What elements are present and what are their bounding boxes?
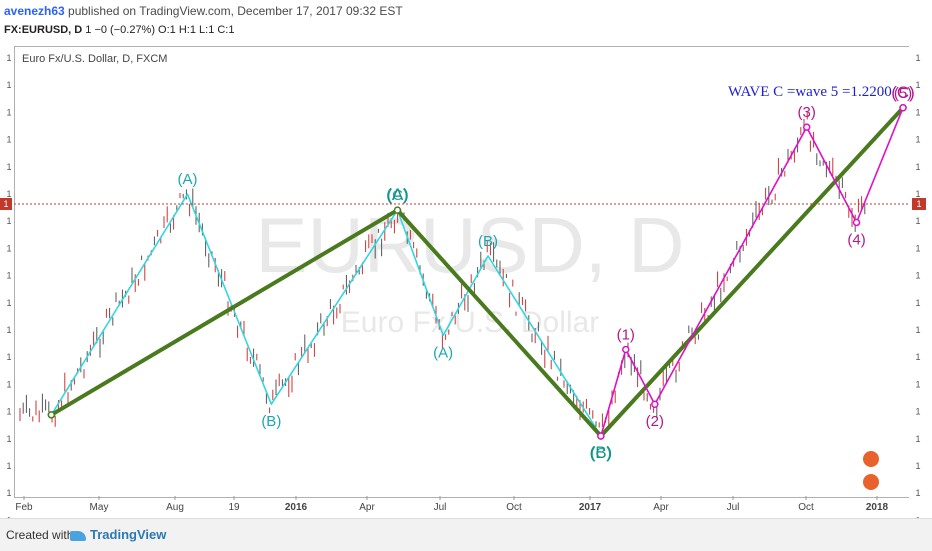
wave-annotation: WAVE C =wave 5 =1.2200 <box>728 84 892 100</box>
intermediate-wave-label: (A) <box>433 344 453 361</box>
created-with-text: Created with <box>6 528 74 542</box>
primary-wave-point <box>393 206 402 214</box>
y-tick-label-left: 1 <box>6 407 11 417</box>
watermark-symbol: EURUSD, D <box>255 201 684 289</box>
watermark-name: Euro Fx/U.S. Dollar <box>341 306 599 339</box>
y-tick-label-left: 1 <box>6 515 11 518</box>
economic-event-icon <box>863 474 879 490</box>
economic-event-icon <box>863 451 879 467</box>
y-tick-label-right: 1 <box>915 379 920 389</box>
x-tick-label: 2017 <box>579 502 602 513</box>
y-tick-label-right: 1 <box>915 298 920 308</box>
y-tick-label-right: 1 <box>915 515 920 518</box>
intermediate-wave-label: (B) <box>261 413 281 430</box>
y-tick-label-right: 1 <box>915 461 920 471</box>
symbol-name[interactable]: FX:EURUSD, D <box>4 24 83 36</box>
price-badge-right-label: 1 <box>916 199 921 209</box>
x-tick-label: Aug <box>166 502 184 513</box>
intermediate-wave-label: (B) <box>478 233 498 250</box>
y-tick-label-left: 1 <box>6 434 11 444</box>
price-badge-right <box>912 198 926 210</box>
quote-values: 1 −0 (−0.27%) O:1 H:1 L:1 C:1 <box>82 24 235 36</box>
x-tick-label: Jul <box>727 502 740 513</box>
impulse-wave-point <box>899 104 907 112</box>
x-tick-label: May <box>90 502 109 513</box>
intermediate-wave-label: (C) <box>590 445 611 462</box>
price-badge-left <box>0 198 12 210</box>
impulse-wave-point <box>852 218 861 227</box>
x-tick-label: Apr <box>359 502 375 513</box>
y-tick-label-right: 1 <box>915 243 920 253</box>
y-tick-label-right: 1 <box>915 162 920 172</box>
x-tick-label: 19 <box>228 502 240 513</box>
y-tick-label-left: 1 <box>6 135 11 145</box>
y-tick-label-right: 1 <box>915 434 920 444</box>
y-tick-label-right: 1 <box>915 352 920 362</box>
impulse-wave-label: (1) <box>617 327 635 344</box>
author-link[interactable]: avenezh63 <box>4 4 65 18</box>
impulse-wave-label: (3) <box>798 104 816 121</box>
y-tick-label-left: 1 <box>6 107 11 117</box>
x-tick-label: 2018 <box>866 502 889 513</box>
publish-text: published on TradingView.com, December 1… <box>64 4 403 18</box>
y-tick-label-right: 1 <box>915 325 920 335</box>
impulse-wave-label: (5) <box>894 85 912 102</box>
primary-wave-line <box>50 106 905 438</box>
impulse-wave-label: (2) <box>646 413 664 430</box>
tradingview-logo[interactable]: TradingView <box>70 527 166 542</box>
y-tick-label-right: 1 <box>915 189 920 199</box>
impulse-wave-point <box>597 432 605 440</box>
tradingview-cloud-icon <box>70 530 86 541</box>
y-tick-label-left: 1 <box>6 80 11 90</box>
symbol-line: FX:EURUSD, D 1 −0 (−0.27%) O:1 H:1 L:1 C… <box>4 24 234 36</box>
y-tick-label-left: 1 <box>6 352 11 362</box>
primary-wave-label: (B) <box>590 443 613 462</box>
x-tick-label: 2016 <box>285 502 308 513</box>
y-tick-label-right: 1 <box>915 135 920 145</box>
x-tick-label: Apr <box>653 502 669 513</box>
x-tick-label: Feb <box>15 502 33 513</box>
y-tick-label-left: 1 <box>6 325 11 335</box>
intermediate-wave-label: (A) <box>177 171 197 188</box>
primary-wave-label: (C) <box>891 83 915 102</box>
y-tick-label-right: 1 <box>915 407 920 417</box>
y-tick-label-left: 1 <box>6 488 11 498</box>
tradingview-brand: TradingView <box>90 527 167 542</box>
y-tick-label-left: 1 <box>6 53 11 63</box>
x-tick-label: Oct <box>506 502 522 513</box>
y-tick-label-left: 1 <box>6 461 11 471</box>
impulse-wave-point <box>802 123 811 131</box>
chart-area[interactable] <box>14 46 909 498</box>
publish-info: avenezh63 published on TradingView.com, … <box>4 4 403 18</box>
impulse-wave-point <box>622 345 630 354</box>
price-badge-left-label: 1 <box>3 199 8 209</box>
chart-header: avenezh63 published on TradingView.com, … <box>0 0 932 44</box>
primary-wave-label: (A) <box>386 185 409 204</box>
y-tick-label-left: 1 <box>6 379 11 389</box>
impulse-wave-label: (4) <box>847 231 865 248</box>
y-tick-label-right: 1 <box>915 271 920 281</box>
y-tick-label-left: 1 <box>6 189 11 199</box>
primary-wave-point <box>47 411 56 419</box>
y-tick-label-right: 1 <box>915 216 920 226</box>
intermediate-wave-label: (C) <box>387 187 408 204</box>
y-tick-label-left: 1 <box>6 216 11 226</box>
y-tick-label-left: 1 <box>6 298 11 308</box>
y-tick-label-right: 1 <box>915 107 920 117</box>
impulse-wave-line <box>600 107 904 437</box>
impulse-wave-point <box>651 400 659 408</box>
chart-title: Euro Fx/U.S. Dollar, D, FXCM <box>22 53 167 65</box>
y-tick-label-right: 1 <box>915 80 920 90</box>
y-tick-label-right: 1 <box>915 53 920 63</box>
y-tick-label-left: 1 <box>6 271 11 281</box>
y-tick-label-left: 1 <box>6 243 11 253</box>
x-tick-label: Jul <box>434 502 447 513</box>
y-tick-label-right: 1 <box>915 488 920 498</box>
footer-bar: Created with TradingView <box>0 518 932 551</box>
x-tick-label: Oct <box>798 502 814 513</box>
y-tick-label-left: 1 <box>6 162 11 172</box>
